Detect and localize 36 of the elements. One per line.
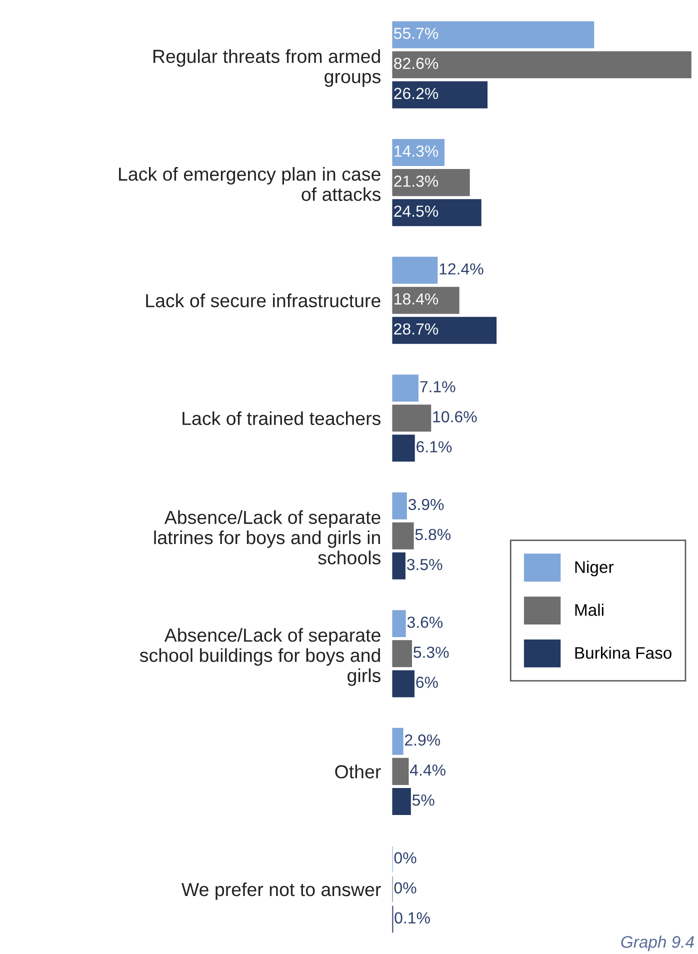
y-tick-label: We prefer not to answer: [182, 882, 381, 900]
data-label: 6.1%: [416, 441, 452, 452]
data-label: 2.9%: [405, 734, 440, 746]
data-label: 7.1%: [420, 381, 456, 392]
data-label: 55.7%: [394, 28, 438, 40]
data-label: 0%: [394, 852, 416, 864]
data-label: 4.4%: [410, 764, 446, 776]
y-tick-label: Other: [335, 764, 381, 778]
data-label: 18.4%: [394, 293, 438, 305]
data-label: 3.9%: [408, 498, 444, 510]
data-label: 5%: [412, 794, 434, 806]
y-tick-label: Absence/Lack of separate school buildings for boys and girls: [140, 628, 380, 686]
data-label: 14.3%: [394, 146, 438, 157]
legend-label: Burkina Faso: [575, 646, 672, 659]
data-label: 3.5%: [406, 558, 442, 570]
data-label: 0%: [394, 882, 416, 894]
data-label: 28.7%: [394, 323, 438, 335]
data-label: 21.3%: [394, 176, 438, 187]
y-tick-label: Regular threats from armed groups: [153, 49, 380, 87]
y-tick-label: Lack of trained teachers: [182, 411, 381, 426]
legend-label: Niger: [575, 560, 614, 576]
data-label: 12.4%: [440, 263, 484, 275]
data-label: 24.5%: [394, 206, 438, 217]
data-label: 82.6%: [394, 58, 438, 70]
y-tick-label: Absence/Lack of separate latrines for boys and girls in schools: [154, 510, 380, 564]
data-label: 0.1%: [394, 912, 430, 924]
y-tick-label: Lack of emergency plan in case of attacks: [119, 167, 380, 201]
legend-label: Mali: [575, 604, 604, 616]
data-label: 5.3%: [414, 646, 449, 658]
data-label: 6%: [416, 676, 438, 688]
annotation: Graph 9.4: [621, 936, 694, 952]
data-label: 3.6%: [407, 616, 443, 628]
data-label: 5.8%: [415, 528, 451, 540]
y-tick-label: Lack of secure infrastructure: [146, 294, 380, 308]
data-label: 26.2%: [394, 88, 438, 100]
data-label: 10.6%: [433, 411, 477, 422]
